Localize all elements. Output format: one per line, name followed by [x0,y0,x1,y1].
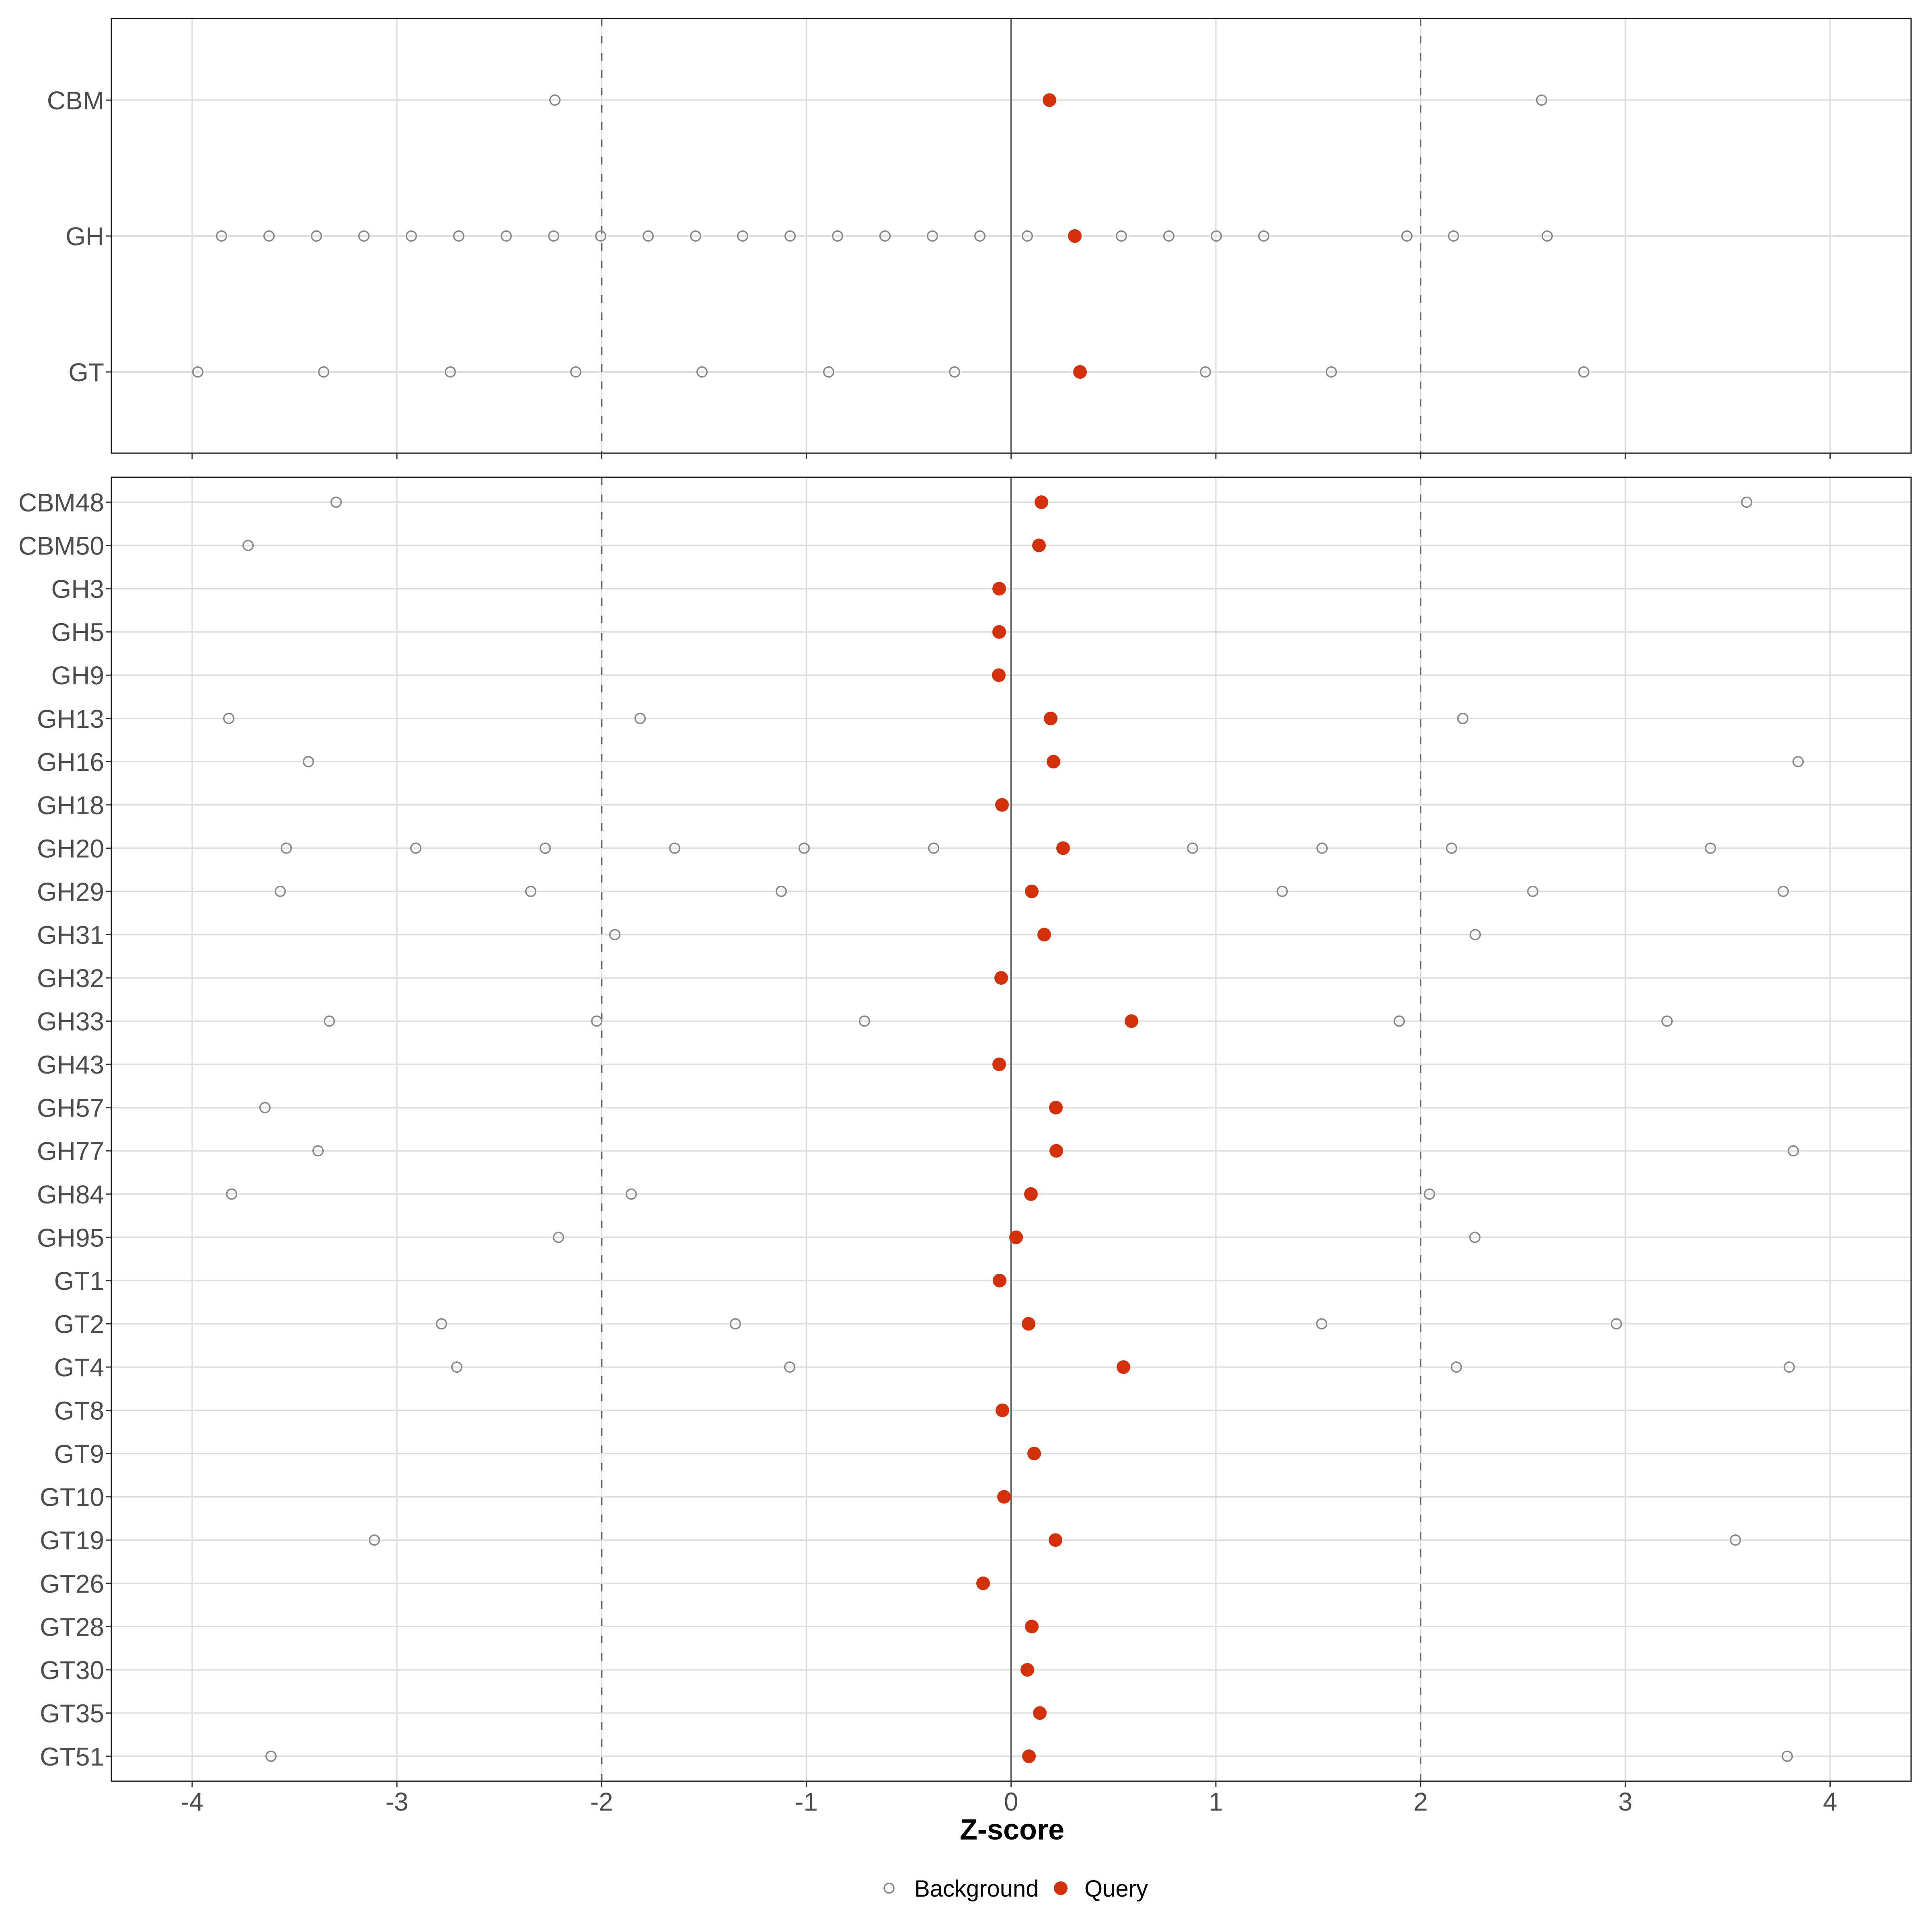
svg-text:CBM50: CBM50 [18,532,104,561]
svg-text:Background: Background [914,1876,1039,1902]
svg-text:GH29: GH29 [37,877,104,906]
svg-text:GH18: GH18 [37,791,104,820]
svg-text:-3: -3 [386,1787,409,1816]
svg-text:GT28: GT28 [40,1612,104,1641]
svg-text:GH3: GH3 [51,575,104,604]
svg-text:GH77: GH77 [37,1137,104,1166]
svg-text:4: 4 [1823,1787,1838,1816]
svg-text:GT26: GT26 [40,1569,104,1598]
svg-text:GH57: GH57 [37,1094,104,1123]
svg-text:GT: GT [68,358,104,387]
svg-text:Query: Query [1084,1876,1148,1902]
svg-text:GH5: GH5 [51,618,104,647]
svg-text:GT10: GT10 [40,1483,104,1512]
svg-text:GT30: GT30 [40,1656,104,1685]
svg-text:GH13: GH13 [37,704,104,733]
svg-text:GH33: GH33 [37,1007,104,1036]
svg-text:GH9: GH9 [51,661,104,690]
svg-text:GH31: GH31 [37,921,104,950]
svg-text:GH20: GH20 [37,834,104,863]
svg-text:CBM48: CBM48 [18,488,104,517]
svg-text:2: 2 [1413,1787,1428,1816]
svg-text:GT8: GT8 [54,1396,104,1425]
svg-text:GT19: GT19 [40,1526,104,1555]
svg-text:GT1: GT1 [54,1267,104,1296]
svg-text:GH43: GH43 [37,1050,104,1079]
svg-text:GT9: GT9 [54,1439,104,1468]
svg-text:1: 1 [1209,1787,1223,1816]
svg-text:0: 0 [1004,1787,1018,1816]
svg-text:CBM: CBM [47,86,104,115]
svg-text:GH84: GH84 [37,1180,104,1209]
svg-text:3: 3 [1618,1787,1633,1816]
svg-text:-2: -2 [590,1787,613,1816]
svg-text:GH16: GH16 [37,747,104,776]
svg-text:-4: -4 [181,1787,203,1816]
svg-text:GT35: GT35 [40,1699,104,1728]
svg-text:GH: GH [66,222,104,251]
svg-text:GH32: GH32 [37,964,104,993]
svg-text:GT2: GT2 [54,1310,104,1339]
svg-text:GT51: GT51 [40,1742,104,1771]
svg-text:Z-score: Z-score [960,1814,1064,1846]
svg-text:GH95: GH95 [37,1223,104,1252]
svg-text:GT4: GT4 [54,1353,104,1382]
svg-text:-1: -1 [795,1787,818,1816]
